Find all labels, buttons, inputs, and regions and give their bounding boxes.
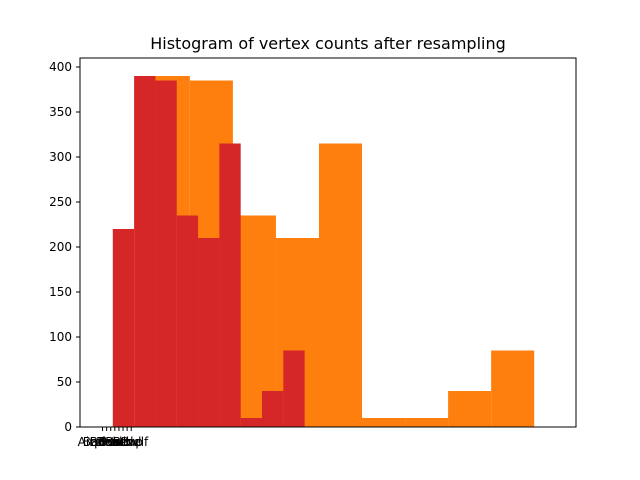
- plot-frame: [79, 57, 577, 428]
- y-tick-label: 100: [49, 330, 72, 344]
- histogram-bar: [240, 418, 263, 427]
- y-tick-label: 250: [49, 195, 72, 209]
- x-tick-label: Bookshelf: [90, 435, 149, 449]
- y-tick-label: 400: [49, 60, 72, 74]
- y-tick-label: 350: [49, 105, 72, 119]
- x-tick-label: Bathtub: [83, 435, 131, 449]
- x-tick-label: Bench: [96, 435, 133, 449]
- histogram-bar: [362, 418, 406, 427]
- y-tick-label: 0: [64, 420, 72, 434]
- bars-layer: [112, 76, 535, 427]
- x-tick-label: Bowl: [113, 435, 142, 449]
- y-tick-label: 200: [49, 240, 72, 254]
- histogram-bar: [155, 80, 177, 427]
- y-tick-label: 300: [49, 150, 72, 164]
- histogram-bar: [448, 391, 492, 427]
- histogram-bar: [134, 76, 156, 427]
- histogram-bar: [198, 238, 220, 427]
- x-tick-label: Bed: [99, 435, 122, 449]
- x-tick-label: Airplane: [78, 435, 128, 449]
- y-axis: 0 50 100 150 200 250 300 350 400: [49, 60, 80, 434]
- chart-title: Histogram of vertex counts after resampl…: [150, 34, 506, 53]
- x-axis: AirplaneBathtubBedBenchBookshelfBottleBo…: [78, 427, 149, 449]
- histogram-bar: [405, 418, 449, 427]
- x-tick-label: Bottle: [105, 435, 141, 449]
- histogram-bar: [491, 350, 535, 427]
- x-tick-label: Cup: [119, 435, 143, 449]
- y-tick-label: 50: [57, 375, 72, 389]
- histogram-bar: [283, 350, 305, 427]
- histogram-bar: [318, 143, 363, 427]
- histogram-bar: [262, 391, 284, 427]
- y-tick-label: 150: [49, 285, 72, 299]
- histogram-bar: [176, 215, 199, 427]
- histogram-bar: [219, 143, 241, 427]
- histogram-bar: [112, 229, 135, 427]
